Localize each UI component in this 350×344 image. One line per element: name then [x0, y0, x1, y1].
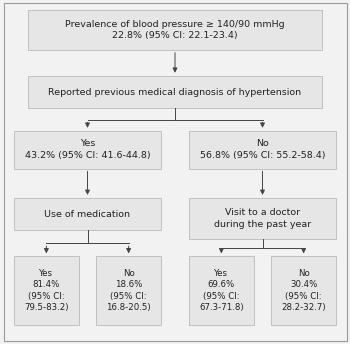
FancyBboxPatch shape	[14, 131, 161, 169]
Text: Visit to a doctor
during the past year: Visit to a doctor during the past year	[214, 208, 311, 229]
FancyBboxPatch shape	[189, 131, 336, 169]
FancyBboxPatch shape	[189, 256, 254, 325]
FancyBboxPatch shape	[96, 256, 161, 325]
FancyBboxPatch shape	[189, 198, 336, 239]
Text: No
30.4%
(95% CI:
28.2-32.7): No 30.4% (95% CI: 28.2-32.7)	[281, 269, 326, 312]
Text: Prevalence of blood pressure ≥ 140/90 mmHg
22.8% (95% CI: 22.1-23.4): Prevalence of blood pressure ≥ 140/90 mm…	[65, 20, 285, 40]
Text: Yes
81.4%
(95% CI:
79.5-83.2): Yes 81.4% (95% CI: 79.5-83.2)	[24, 269, 69, 312]
Text: Reported previous medical diagnosis of hypertension: Reported previous medical diagnosis of h…	[48, 87, 302, 97]
FancyBboxPatch shape	[14, 256, 79, 325]
FancyBboxPatch shape	[28, 76, 322, 108]
Text: Yes
69.6%
(95% CI:
67.3-71.8): Yes 69.6% (95% CI: 67.3-71.8)	[199, 269, 244, 312]
Text: No
18.6%
(95% CI:
16.8-20.5): No 18.6% (95% CI: 16.8-20.5)	[106, 269, 151, 312]
FancyBboxPatch shape	[14, 198, 161, 230]
Text: No
56.8% (95% CI: 55.2-58.4): No 56.8% (95% CI: 55.2-58.4)	[200, 139, 325, 160]
FancyBboxPatch shape	[28, 10, 322, 50]
FancyBboxPatch shape	[271, 256, 336, 325]
Text: Yes
43.2% (95% CI: 41.6-44.8): Yes 43.2% (95% CI: 41.6-44.8)	[25, 139, 150, 160]
Text: Use of medication: Use of medication	[44, 209, 131, 219]
